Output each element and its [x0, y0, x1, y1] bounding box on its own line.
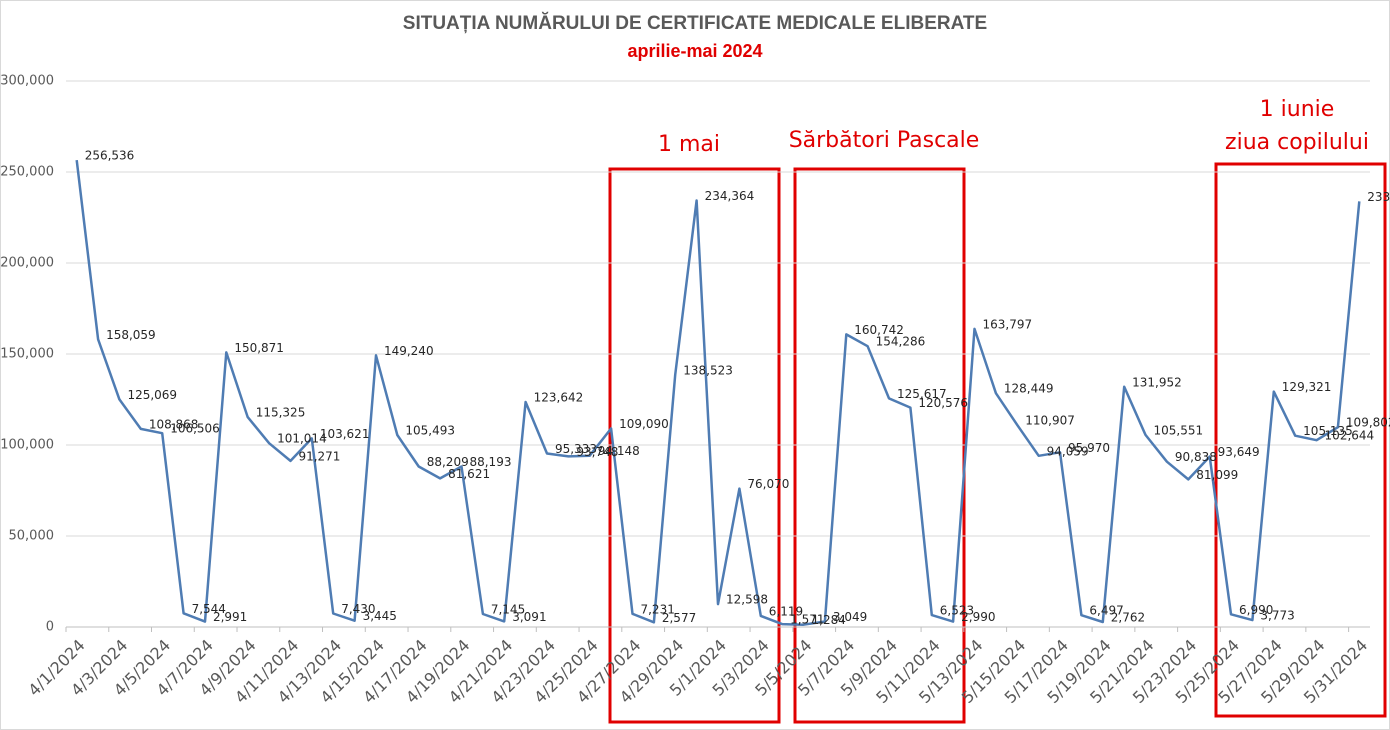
- data-label: 94,148: [598, 444, 640, 458]
- data-label: 6,523: [940, 604, 974, 618]
- data-label: 131,952: [1132, 375, 1182, 389]
- data-label: 1,284: [812, 613, 846, 627]
- y-tick-label: 300,000: [0, 74, 54, 89]
- data-label: 7,231: [640, 602, 674, 616]
- data-label: 138,523: [683, 363, 733, 377]
- data-label: 81,621: [448, 467, 490, 481]
- data-label: 110,907: [1025, 414, 1075, 428]
- data-label: 93,748: [576, 445, 618, 459]
- data-label: 6,497: [1089, 604, 1123, 618]
- data-label: 149,240: [384, 344, 434, 358]
- data-label: 2,991: [213, 610, 247, 624]
- data-label: 125,617: [897, 387, 947, 401]
- annotation: 1 iunie: [1260, 97, 1335, 122]
- annotation: ziua copilului: [1225, 130, 1369, 155]
- data-label: 2,990: [961, 610, 995, 624]
- y-tick-label: 200,000: [0, 256, 54, 271]
- data-line: [75, 159, 1361, 626]
- data-label: 233,850: [1367, 190, 1390, 204]
- data-label: 234,364: [705, 189, 755, 203]
- data-label: 105,551: [1154, 423, 1204, 437]
- data-label: 2,577: [662, 611, 696, 625]
- y-tick-label: 0: [46, 620, 54, 635]
- data-label: 6,990: [1239, 603, 1273, 617]
- data-label: 7,430: [341, 602, 375, 616]
- y-tick-label: 100,000: [0, 438, 54, 453]
- data-label: 3,091: [512, 610, 546, 624]
- data-label: 3,773: [1260, 609, 1294, 623]
- y-tick-label: 50,000: [9, 529, 55, 544]
- data-label: 94,059: [1047, 444, 1089, 458]
- data-label: 108,868: [149, 417, 199, 431]
- data-label: 125,069: [127, 388, 177, 402]
- data-label: 129,321: [1282, 380, 1332, 394]
- data-label: 123,642: [534, 390, 584, 404]
- data-label: 90,838: [1175, 450, 1217, 464]
- data-label: 103,621: [320, 427, 370, 441]
- data-label: 128,449: [1004, 382, 1054, 396]
- data-label: 91,271: [298, 449, 340, 463]
- data-label: 102,644: [1325, 429, 1375, 443]
- data-label: 6,119: [769, 604, 803, 618]
- data-label: 2,762: [1111, 610, 1145, 624]
- data-label: 88,193: [469, 455, 511, 469]
- data-label: 120,576: [918, 396, 968, 410]
- data-label: 105,135: [1303, 424, 1353, 438]
- data-label: 163,797: [983, 317, 1033, 331]
- data-label: 7,145: [491, 602, 525, 616]
- data-label: 109,090: [619, 417, 669, 431]
- data-label: 93,649: [1218, 445, 1260, 459]
- chart-subtitle: aprilie-mai 2024: [627, 41, 762, 61]
- data-label: 105,493: [405, 424, 455, 438]
- annotation: Sărbători Pascale: [789, 128, 980, 153]
- data-label: 154,286: [876, 335, 926, 349]
- data-label: 150,871: [234, 341, 284, 355]
- data-label: 81,099: [1196, 468, 1238, 482]
- data-label: 101,014: [277, 432, 327, 446]
- data-label: 3,445: [363, 609, 397, 623]
- y-tick-label: 250,000: [0, 165, 54, 180]
- chart-title: SITUAȚIA NUMĂRULUI DE CERTIFICATE MEDICA…: [403, 12, 987, 34]
- data-label: 109,802: [1346, 416, 1390, 430]
- annotation: 1 mai: [658, 132, 720, 157]
- data-label: 160,742: [854, 323, 904, 337]
- data-label: 3,049: [833, 610, 867, 624]
- data-label: 12,598: [726, 593, 768, 607]
- data-label: 95,970: [1068, 441, 1110, 455]
- data-label: 115,325: [256, 406, 306, 420]
- highlight-box: [1214, 162, 1387, 718]
- data-label: 158,059: [106, 328, 156, 342]
- data-label: 256,536: [85, 149, 135, 163]
- data-label: 76,070: [747, 477, 789, 491]
- data-label: 106,506: [170, 422, 220, 436]
- y-tick-label: 150,000: [0, 347, 54, 362]
- data-label: 88,209: [427, 455, 469, 469]
- data-label: 7,544: [192, 602, 226, 616]
- data-label: 1,571: [790, 613, 824, 627]
- data-label: 95,333: [555, 442, 597, 456]
